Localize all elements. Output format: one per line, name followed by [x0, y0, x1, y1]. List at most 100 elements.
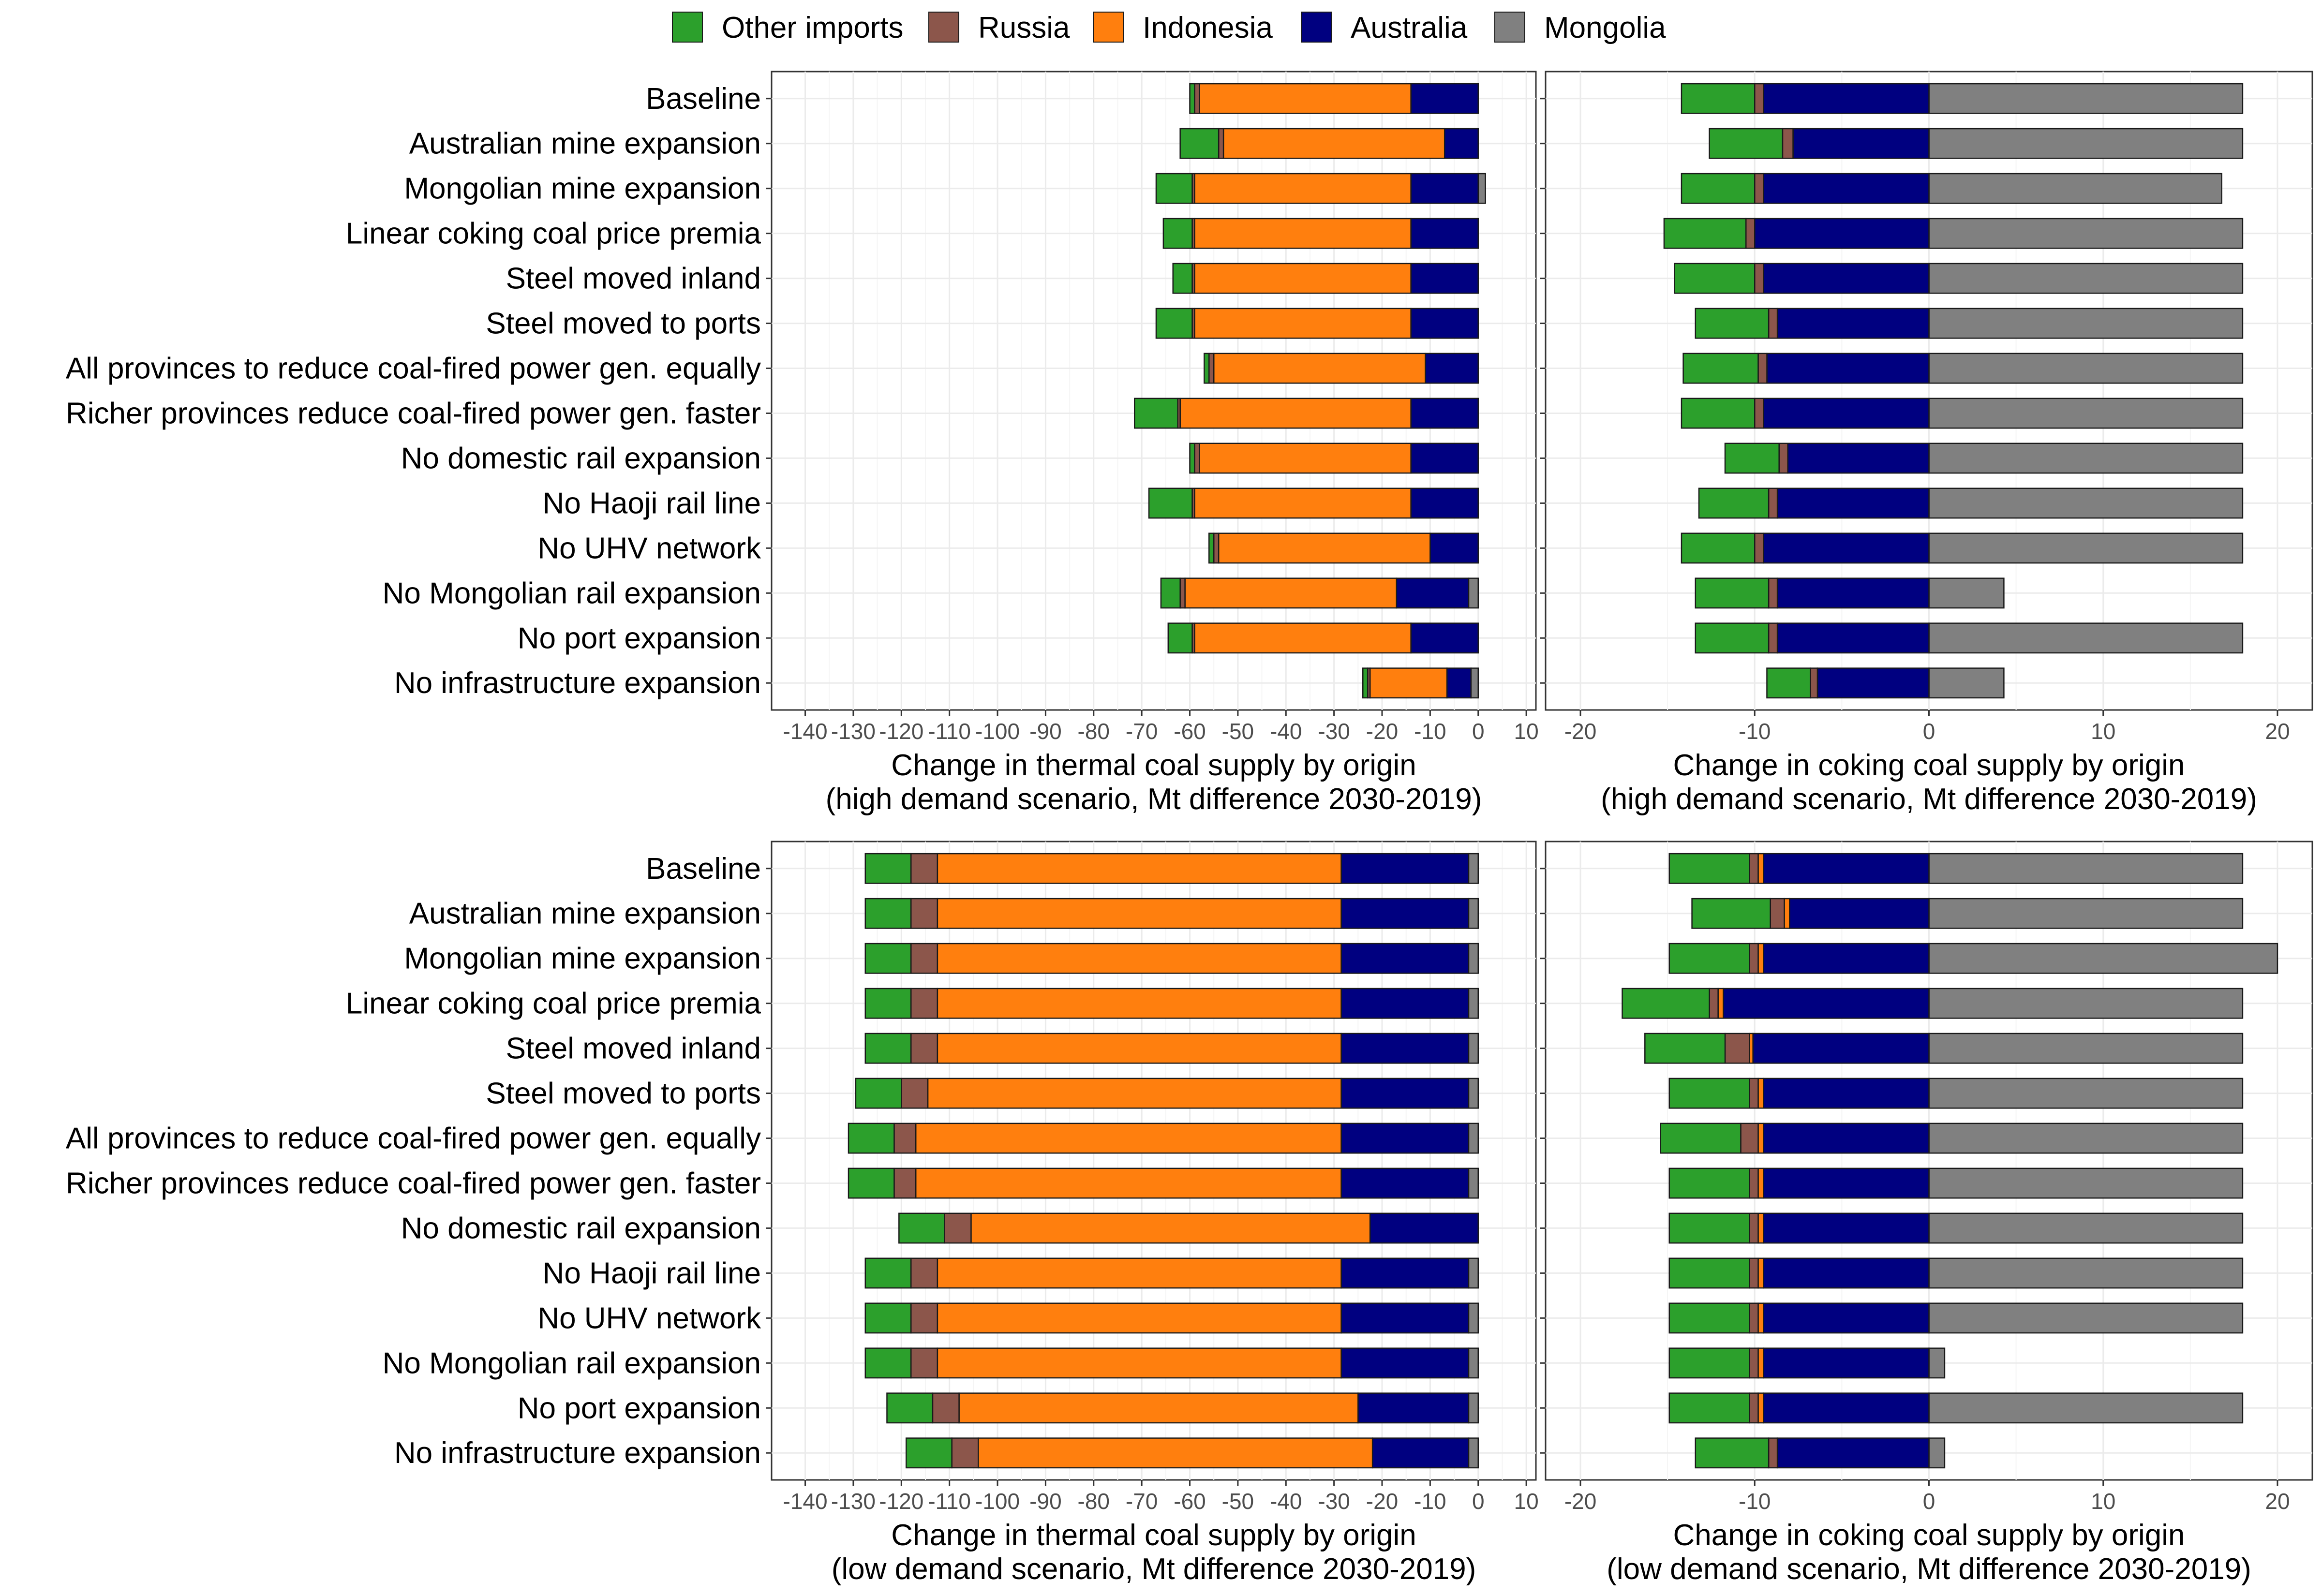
bar-mongolia	[1928, 128, 2244, 159]
bar-row-no-port-expansion	[1668, 1392, 2244, 1424]
bar-indonesia	[958, 1392, 1359, 1424]
bar-mongolia	[1468, 577, 1479, 609]
bar-australia	[1446, 667, 1472, 699]
bar-other-imports	[905, 1437, 953, 1469]
bar-row-steel-moved-inland	[864, 1033, 1479, 1064]
bar-mongolia	[1468, 1257, 1479, 1289]
bar-indonesia	[1199, 443, 1412, 474]
category-label: Steel moved inland	[506, 1032, 761, 1065]
bar-mongolia	[1468, 943, 1479, 974]
x-tick-label: -40	[1270, 719, 1302, 744]
bar-indonesia	[1194, 173, 1412, 204]
bar-row-mongolian-mine-expansion	[1681, 173, 2222, 204]
bar-australia	[1763, 532, 1930, 564]
bar-row-steel-moved-inland	[1172, 263, 1479, 294]
bar-other-imports	[1622, 988, 1710, 1019]
bar-australia	[1763, 1392, 1930, 1424]
bar-australia	[1410, 622, 1479, 654]
x-axis-title: Change in coking coal supply by origin	[1673, 1519, 2185, 1552]
x-tick-label: -10	[1414, 719, 1446, 744]
bar-mongolia	[1468, 988, 1479, 1019]
bar-other-imports	[1695, 1437, 1770, 1469]
bar-row-no-infrastructure-expansion	[905, 1437, 1479, 1469]
bar-row-all-provinces-to-reduce-coal-fired-power-gen-equally	[1204, 353, 1479, 384]
bar-indonesia	[1194, 488, 1412, 519]
bar-australia	[1340, 943, 1470, 974]
bar-australia	[1763, 853, 1930, 884]
category-label: Baseline	[646, 852, 761, 886]
bars	[1622, 853, 2278, 1469]
bar-mongolia	[1928, 1437, 1946, 1469]
bar-mongolia	[1468, 1123, 1479, 1154]
bar-row-no-domestic-rail-expansion	[1724, 443, 2244, 474]
bar-russia	[1749, 1257, 1759, 1289]
x-axis-title: Change in coking coal supply by origin	[1673, 749, 2185, 782]
bar-other-imports	[1663, 218, 1747, 249]
bar-row-baseline	[1189, 83, 1479, 114]
bar-australia	[1410, 83, 1479, 114]
bar-russia	[910, 943, 938, 974]
bar-russia	[1213, 532, 1220, 564]
legend-label-russia: Russia	[978, 11, 1070, 44]
category-label: Linear coking coal price premia	[346, 217, 761, 251]
bar-australia	[1787, 443, 1930, 474]
bar-russia	[901, 1078, 929, 1109]
category-label: No domestic rail expansion	[401, 1212, 761, 1245]
bar-row-mongolian-mine-expansion	[1668, 943, 2278, 974]
bar-row-richer-provinces-reduce-coal-fired-power-gen-faster	[1681, 398, 2244, 429]
bar-russia	[1194, 443, 1200, 474]
bar-other-imports	[864, 853, 912, 884]
bar-australia	[1410, 218, 1479, 249]
bars	[848, 853, 1479, 1469]
legend-item-indonesia: Indonesia	[1093, 11, 1273, 44]
bar-australia	[1763, 1212, 1930, 1244]
bars	[1134, 83, 1486, 699]
bar-mongolia	[1928, 1392, 2244, 1424]
bar-indonesia	[1757, 1167, 1764, 1199]
bar-row-australian-mine-expansion	[1709, 128, 2244, 159]
legend-swatch-other-imports	[672, 12, 703, 43]
bar-russia	[944, 1212, 972, 1244]
legend-item-mongolia: Mongolia	[1494, 11, 1666, 44]
bar-other-imports	[1668, 1167, 1750, 1199]
bar-russia	[1740, 1123, 1759, 1154]
category-label: Mongolian mine expansion	[404, 942, 761, 975]
bar-row-steel-moved-to-ports	[1155, 308, 1479, 339]
bar-other-imports	[1681, 83, 1756, 114]
bar-other-imports	[1681, 532, 1756, 564]
bar-australia	[1340, 1033, 1470, 1064]
legend: Other imports Russia Indonesia Australia Mon…	[672, 11, 1666, 44]
category-label: No Mongolian rail expansion	[383, 576, 761, 610]
bar-row-linear-coking-coal-price-premia	[1663, 218, 2244, 249]
bar-mongolia	[1468, 1392, 1479, 1424]
bar-row-no-uhv-network	[1681, 532, 2244, 564]
category-label: Steel moved inland	[506, 262, 761, 296]
x-tick-label: 10	[2091, 1489, 2115, 1514]
bar-australia	[1763, 398, 1930, 429]
bar-other-imports	[864, 988, 912, 1019]
bar-other-imports	[864, 1302, 912, 1334]
bar-australia	[1410, 398, 1479, 429]
bar-row-no-uhv-network	[864, 1302, 1479, 1334]
x-tick-label: -10	[1739, 719, 1771, 744]
bar-row-australian-mine-expansion	[1691, 898, 2244, 929]
bar-australia	[1776, 308, 1930, 339]
bar-russia	[1179, 577, 1186, 609]
bar-row-baseline	[1681, 83, 2244, 114]
bar-row-no-haoji-rail-line	[1668, 1257, 2244, 1289]
bar-row-linear-coking-coal-price-premia	[1162, 218, 1479, 249]
bar-mongolia	[1928, 622, 2244, 654]
legend-label-indonesia: Indonesia	[1143, 11, 1273, 44]
bar-russia	[1754, 173, 1764, 204]
bar-indonesia	[937, 853, 1342, 884]
bar-other-imports	[1668, 1302, 1750, 1334]
bar-mongolia	[1928, 1347, 1946, 1379]
bar-mongolia	[1928, 1033, 2244, 1064]
bar-australia	[1763, 83, 1930, 114]
bar-australia	[1340, 898, 1470, 929]
legend-label-other-imports: Other imports	[722, 11, 904, 44]
bar-other-imports	[1724, 443, 1780, 474]
bar-mongolia	[1468, 1167, 1479, 1199]
bar-mongolia	[1928, 898, 2244, 929]
